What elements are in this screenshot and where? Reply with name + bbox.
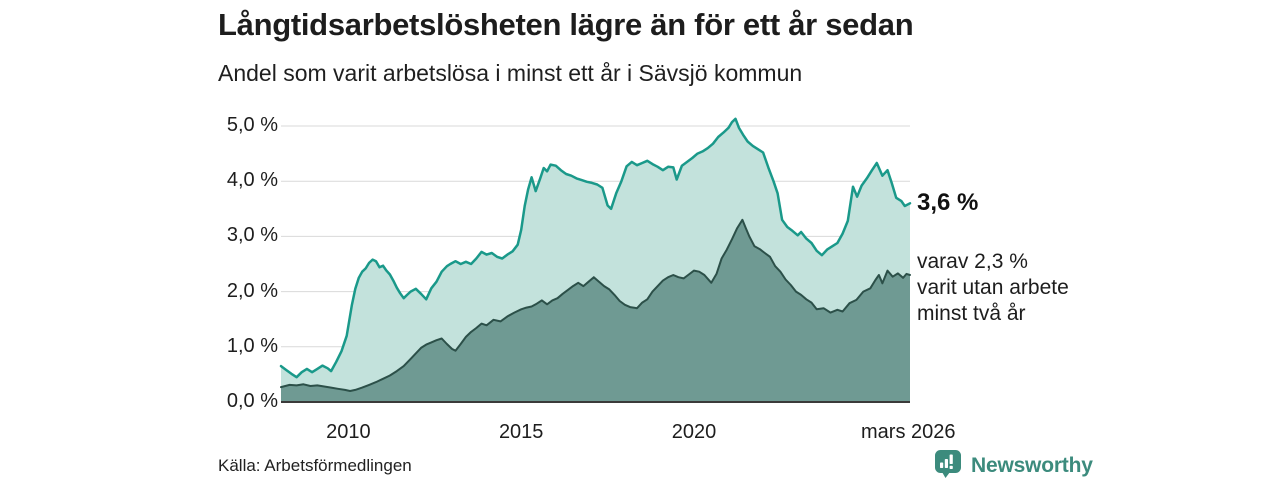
x-axis-label: mars 2026 — [861, 421, 956, 443]
chart-title: Långtidsarbetslösheten lägre än för ett … — [218, 7, 914, 42]
y-axis-label: 0,0 % — [226, 390, 278, 412]
x-axis-label: 2015 — [498, 421, 544, 443]
newsworthy-wordmark: Newsworthy — [971, 453, 1093, 477]
y-axis-label: 1,0 % — [226, 334, 278, 357]
y-axis-label: 5,0 % — [226, 114, 278, 136]
source-note: Källa: Arbetsförmedlingen — [218, 456, 412, 475]
y-axis-label: 3,0 % — [226, 224, 278, 247]
x-axis-label: 2010 — [326, 421, 371, 443]
chart-subtitle: Andel som varit arbetslösa i minst ett å… — [218, 60, 803, 86]
newsworthy-logo: Newsworthy — [933, 448, 1093, 483]
latest-value-label: 3,6 % — [917, 189, 979, 216]
two-year-share-note: varav 2,3 % varit utan arbete minst två … — [917, 250, 1069, 325]
y-axis-label: 4,0 % — [226, 169, 278, 192]
x-axis-label: 2020 — [671, 421, 717, 443]
newsworthy-bar-chart-bubble-icon — [933, 448, 963, 483]
y-axis-label: 2,0 % — [226, 279, 278, 302]
